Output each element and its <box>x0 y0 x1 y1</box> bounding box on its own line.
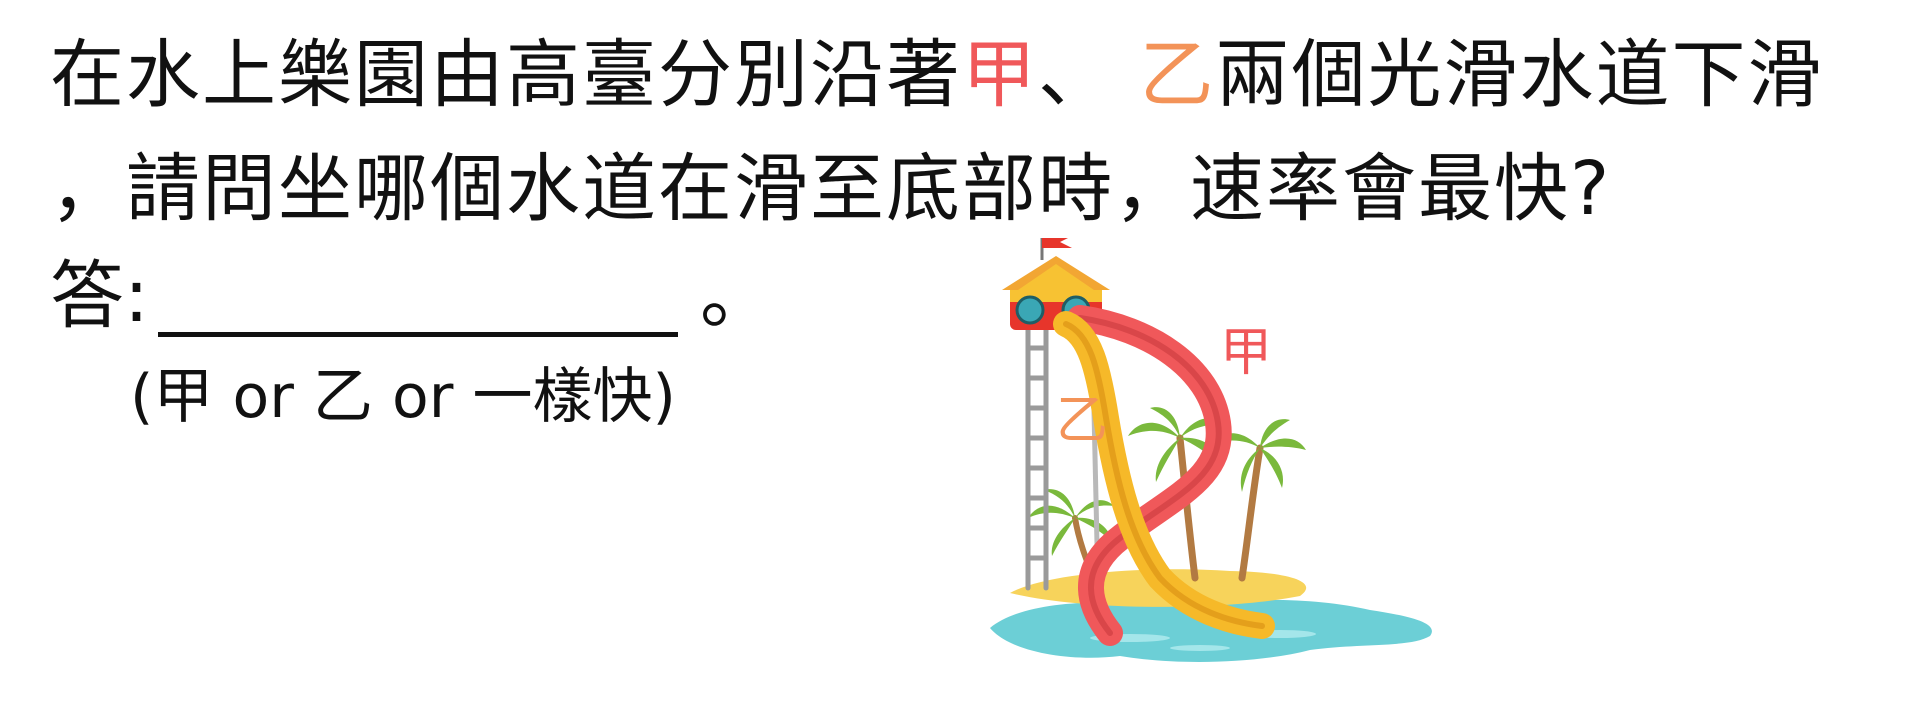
water-slide-illustration: 甲 乙 <box>980 238 1450 678</box>
question-line-1-start: 在水上樂園由高臺分別沿著 <box>50 32 962 118</box>
tower-ladder <box>1025 320 1049 591</box>
question-line-1-end: 兩個光滑水道下滑 <box>1215 32 1824 118</box>
slide-a-label: 甲 <box>1220 323 1272 383</box>
answer-blank-line[interactable] <box>158 332 678 337</box>
question-line-2: ，請問坐哪個水道在滑至底部時，速率會最快? <box>50 146 1612 232</box>
answer-label: 答: <box>50 253 149 339</box>
palm-leaves-left <box>1028 489 1114 556</box>
slide-b-label-inline: 乙 <box>1139 32 1216 118</box>
answer-choices: (甲 or 乙 or 一樣快) <box>130 362 676 432</box>
water-ripple <box>1170 645 1230 651</box>
slide-a-label-inline: 甲 <box>962 32 1038 118</box>
question-line-1: 在水上樂園由高臺分別沿著甲、 乙兩個光滑水道下滑 <box>50 18 1910 132</box>
slide-a-red-edge <box>1077 315 1222 636</box>
slide-b-label: 乙 <box>1056 391 1108 451</box>
slide-b-yellow-edge <box>1063 321 1265 629</box>
question-text: 在水上樂園由高臺分別沿著甲、 乙兩個光滑水道下滑 ，請問坐哪個水道在滑至底部時，… <box>50 18 1910 246</box>
palm-trunk-right <box>1238 444 1264 582</box>
flag <box>1042 238 1072 248</box>
answer-period: 。 <box>700 253 774 339</box>
question-separator: 、 <box>1038 32 1114 118</box>
palm-trunk-middle <box>1176 434 1199 582</box>
